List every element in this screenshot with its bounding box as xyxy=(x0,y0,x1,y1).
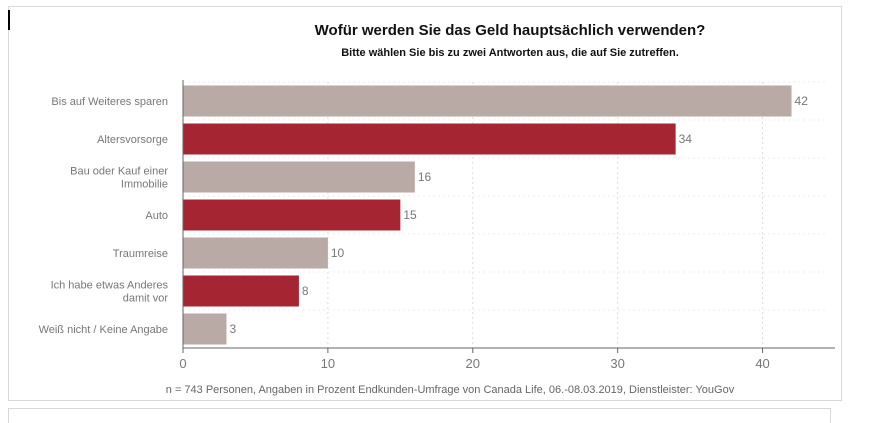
bar xyxy=(183,85,792,117)
category-label: Altersvorsorge xyxy=(97,134,168,146)
chart-subtitle: Bitte wählen Sie bis zu zwei Antworten a… xyxy=(341,47,679,59)
bar xyxy=(183,199,401,231)
value-label: 42 xyxy=(795,94,809,108)
bar xyxy=(183,161,415,193)
bottom-divider-left xyxy=(8,408,9,423)
value-label: 34 xyxy=(679,132,693,146)
value-label: 10 xyxy=(331,246,345,260)
chart-footnote: n = 743 Personen, Angaben in Prozent End… xyxy=(165,384,735,396)
bottom-divider-right xyxy=(830,408,831,423)
chart-title: Wofür werden Sie das Geld hauptsächlich … xyxy=(314,22,706,39)
category-label: Immobilie xyxy=(121,179,168,191)
x-tick-label: 20 xyxy=(466,356,480,371)
x-tick-label: 10 xyxy=(321,356,335,371)
category-label: damit vor xyxy=(123,293,169,305)
x-tick-label: 0 xyxy=(179,356,186,371)
x-tick-label: 40 xyxy=(755,356,769,371)
value-label: 15 xyxy=(403,208,417,222)
bar xyxy=(183,123,676,155)
category-label: Bis auf Weiteres sparen xyxy=(51,96,168,108)
bar xyxy=(183,313,227,345)
category-label: Ich habe etwas Anderes xyxy=(51,280,169,292)
x-tick-label: 30 xyxy=(610,356,624,371)
bar xyxy=(183,237,328,269)
category-label: Bau oder Kauf einer xyxy=(70,166,168,178)
bottom-divider xyxy=(8,408,831,409)
value-label: 3 xyxy=(229,322,236,336)
value-label: 8 xyxy=(302,284,309,298)
corner-mark xyxy=(8,10,10,30)
bar xyxy=(183,275,299,307)
category-label: Weiß nicht / Keine Angabe xyxy=(39,324,168,336)
value-label: 16 xyxy=(418,170,432,184)
category-label: Auto xyxy=(145,210,168,222)
category-label: Traumreise xyxy=(113,248,168,260)
chart-frame xyxy=(8,6,842,401)
